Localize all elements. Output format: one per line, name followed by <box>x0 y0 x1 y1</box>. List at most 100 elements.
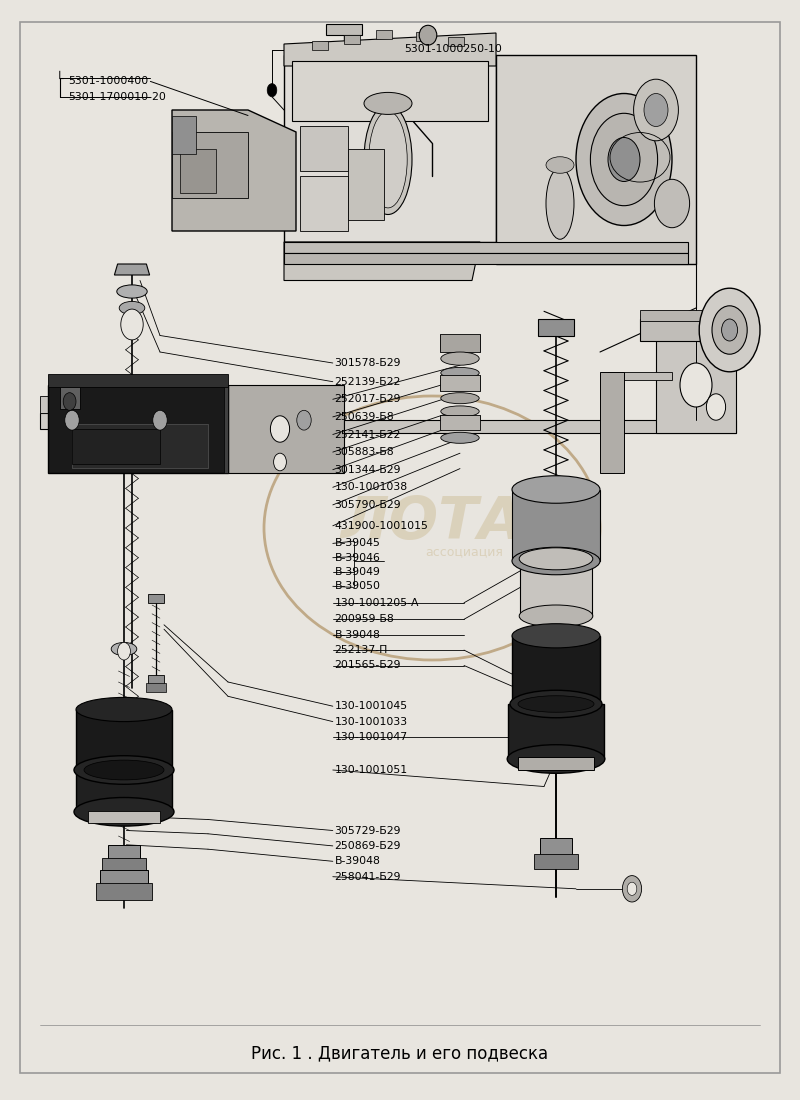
Circle shape <box>118 642 130 660</box>
Circle shape <box>63 393 76 410</box>
Circle shape <box>712 306 747 354</box>
Polygon shape <box>284 33 496 66</box>
Text: 250869-Б29: 250869-Б29 <box>334 840 401 851</box>
Polygon shape <box>224 387 228 473</box>
Ellipse shape <box>369 111 407 208</box>
Polygon shape <box>146 683 166 692</box>
Text: 201565-Б29: 201565-Б29 <box>334 660 401 671</box>
Bar <box>416 32 432 41</box>
Polygon shape <box>96 883 152 900</box>
Polygon shape <box>76 710 172 770</box>
Polygon shape <box>496 55 696 264</box>
Polygon shape <box>440 334 480 352</box>
Text: 252137-П: 252137-П <box>334 645 388 656</box>
Polygon shape <box>60 387 80 409</box>
Polygon shape <box>114 264 150 275</box>
Polygon shape <box>640 319 752 341</box>
Polygon shape <box>180 148 216 192</box>
Text: 5301-1000400: 5301-1000400 <box>68 76 148 87</box>
Ellipse shape <box>519 548 593 570</box>
Text: 301578-Б29: 301578-Б29 <box>334 358 401 368</box>
Ellipse shape <box>441 406 479 417</box>
Polygon shape <box>326 24 362 35</box>
Circle shape <box>634 79 678 141</box>
Polygon shape <box>284 242 480 280</box>
Circle shape <box>722 319 738 341</box>
Text: 252141-Б22: 252141-Б22 <box>334 429 401 440</box>
Ellipse shape <box>419 25 437 45</box>
Polygon shape <box>88 811 160 823</box>
Text: 250639-Б8: 250639-Б8 <box>334 411 394 422</box>
Polygon shape <box>538 319 574 336</box>
Circle shape <box>608 138 640 182</box>
Circle shape <box>576 94 672 225</box>
Polygon shape <box>540 838 572 856</box>
Polygon shape <box>508 704 604 759</box>
Polygon shape <box>512 636 600 704</box>
Polygon shape <box>72 429 160 464</box>
Polygon shape <box>284 55 496 242</box>
Text: Рис. 1 . Двигатель и его подвеска: Рис. 1 . Двигатель и его подвеска <box>251 1045 549 1063</box>
Circle shape <box>297 410 311 430</box>
Circle shape <box>121 309 143 340</box>
Polygon shape <box>40 396 344 412</box>
Circle shape <box>153 410 167 430</box>
Polygon shape <box>344 420 736 433</box>
Bar <box>300 126 348 170</box>
Text: 5301-1700010-20: 5301-1700010-20 <box>68 91 166 102</box>
Polygon shape <box>108 845 140 860</box>
Polygon shape <box>172 110 296 231</box>
Ellipse shape <box>512 548 600 574</box>
Text: 130-1001045: 130-1001045 <box>334 701 407 712</box>
Ellipse shape <box>364 92 412 114</box>
Ellipse shape <box>74 756 174 784</box>
Ellipse shape <box>117 285 147 298</box>
Polygon shape <box>656 319 736 433</box>
Ellipse shape <box>84 760 164 780</box>
Text: 258041-Б29: 258041-Б29 <box>334 871 401 882</box>
Polygon shape <box>228 385 344 473</box>
Polygon shape <box>48 385 228 473</box>
Circle shape <box>270 416 290 442</box>
Polygon shape <box>520 559 592 616</box>
Circle shape <box>65 410 79 430</box>
Text: 305883-Б8: 305883-Б8 <box>334 447 394 458</box>
Polygon shape <box>292 60 488 121</box>
Text: 130-1001051: 130-1001051 <box>334 764 407 776</box>
Bar <box>300 176 348 231</box>
Text: 431900-1001015: 431900-1001015 <box>334 520 428 531</box>
Circle shape <box>274 453 286 471</box>
Text: ассоциация: ассоциация <box>425 546 503 559</box>
Text: В-39048: В-39048 <box>334 629 380 640</box>
Ellipse shape <box>74 798 174 826</box>
Polygon shape <box>518 757 594 770</box>
Circle shape <box>267 84 277 97</box>
Polygon shape <box>640 310 752 321</box>
Circle shape <box>622 876 642 902</box>
Ellipse shape <box>119 301 145 315</box>
Text: 130-1001205-А: 130-1001205-А <box>334 597 419 608</box>
Bar <box>348 148 384 220</box>
Polygon shape <box>440 375 480 390</box>
Polygon shape <box>512 490 600 561</box>
Circle shape <box>627 882 637 895</box>
Ellipse shape <box>364 104 412 214</box>
Text: 252017-Б29: 252017-Б29 <box>334 394 401 405</box>
Circle shape <box>590 113 658 206</box>
Ellipse shape <box>441 393 479 404</box>
Text: В-39049: В-39049 <box>334 566 380 578</box>
Polygon shape <box>440 415 480 430</box>
Bar <box>312 41 328 50</box>
Ellipse shape <box>512 475 600 504</box>
Ellipse shape <box>546 167 574 240</box>
Text: 252139-Б22: 252139-Б22 <box>334 376 401 387</box>
Bar <box>376 30 392 38</box>
Polygon shape <box>48 374 228 387</box>
Polygon shape <box>100 870 148 886</box>
Text: В-39048: В-39048 <box>334 856 380 867</box>
Circle shape <box>680 363 712 407</box>
Ellipse shape <box>519 605 593 627</box>
Ellipse shape <box>441 367 479 378</box>
Polygon shape <box>284 242 688 253</box>
Circle shape <box>699 288 760 372</box>
